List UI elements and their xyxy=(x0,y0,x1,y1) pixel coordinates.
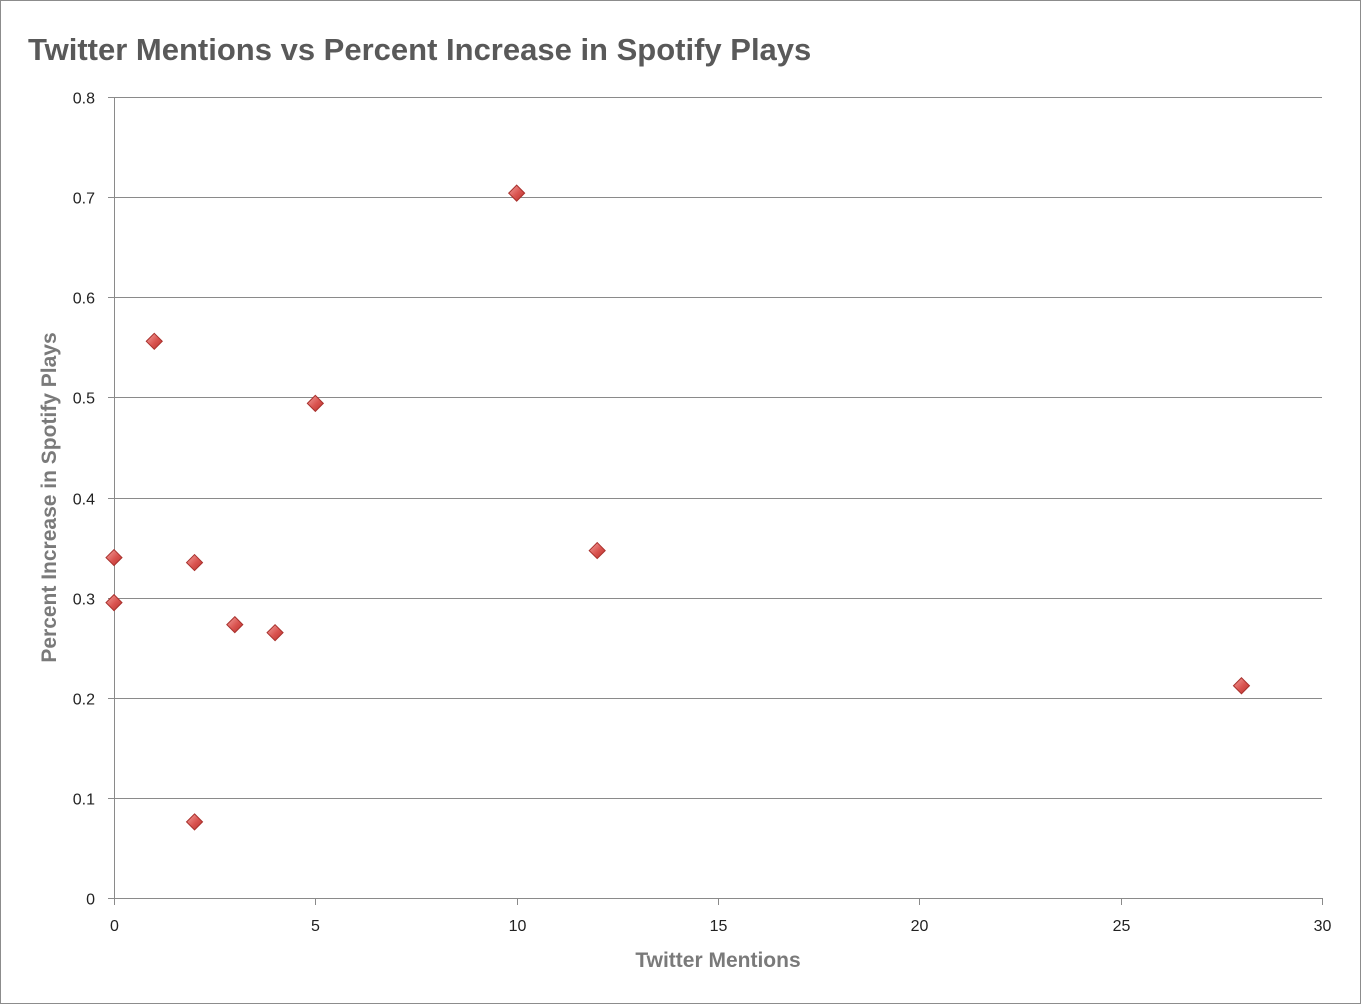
gridlines xyxy=(114,97,1322,799)
y-tick-label: 0.3 xyxy=(73,592,95,609)
x-tick-label: 5 xyxy=(311,918,320,935)
x-tick-label: 10 xyxy=(509,918,527,935)
y-tick-label: 0.2 xyxy=(73,692,95,709)
data-point-marker xyxy=(105,593,123,612)
x-tick-label: 0 xyxy=(110,918,119,935)
data-point-marker xyxy=(145,332,163,351)
data-point-marker xyxy=(226,615,244,634)
y-tick-label: 0.4 xyxy=(73,492,95,509)
data-point-marker xyxy=(185,553,204,572)
y-tick-label: 0 xyxy=(86,892,95,909)
chart-title: Twitter Mentions vs Percent Increase in … xyxy=(28,32,812,67)
x-tick-label: 20 xyxy=(911,918,929,935)
data-point-marker xyxy=(588,541,606,560)
tick-labels: 0 0.1 0.2 0.3 0.4 0.5 0.6 0.7 0.8 0 5 10 15 20 25 30 xyxy=(73,91,1332,936)
y-tick-label: 0.6 xyxy=(73,291,95,308)
y-axis-title: Percent Increase in Spotify Plays xyxy=(38,332,61,662)
data-point-marker xyxy=(507,184,526,202)
y-tick-label: 0.1 xyxy=(73,792,95,809)
data-point-marker xyxy=(105,548,123,567)
data-points xyxy=(105,184,1251,831)
axes xyxy=(108,97,1323,905)
x-tick-label: 15 xyxy=(710,918,728,935)
data-point-marker xyxy=(266,623,284,642)
y-tick-label: 0.8 xyxy=(73,91,95,108)
x-tick-label: 25 xyxy=(1113,918,1131,935)
x-tick-label: 30 xyxy=(1314,918,1332,935)
data-point-marker xyxy=(1232,677,1251,695)
x-axis-title: Twitter Mentions xyxy=(635,949,800,972)
data-point-marker xyxy=(306,394,325,413)
y-tick-label: 0.7 xyxy=(73,191,95,208)
data-point-marker xyxy=(185,813,204,831)
y-tick-label: 0.5 xyxy=(73,391,95,408)
